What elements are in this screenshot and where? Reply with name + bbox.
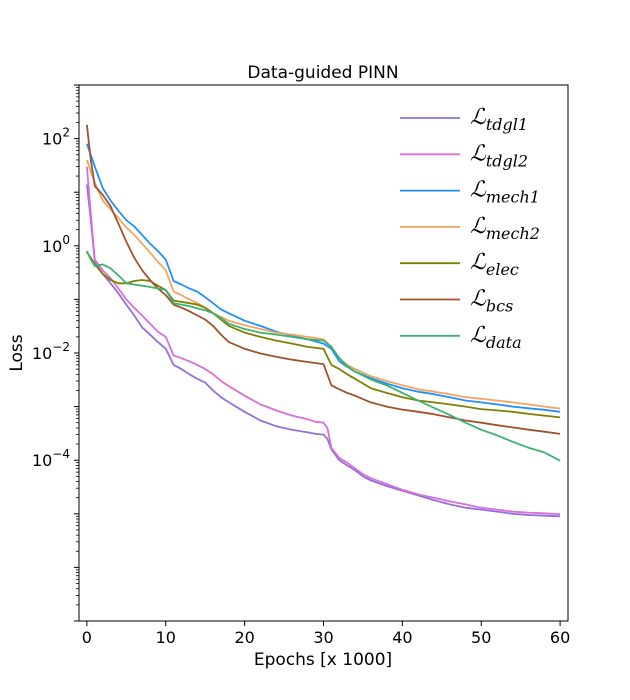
x-tick-label: 60 (550, 628, 570, 647)
x-axis-label: Epochs [x 1000] (254, 650, 392, 670)
series-line-elec (86, 251, 561, 419)
legend-entry-tdgl1: ℒtdgl1 (470, 105, 528, 134)
legend-entry-mech2: ℒmech2 (470, 214, 540, 243)
legend-entry-bcs: ℒbcs (470, 287, 513, 316)
x-tick-label: 50 (471, 628, 491, 647)
series-line-tdgl2 (86, 166, 561, 516)
legend: ℒtdgl1 ℒtdgl2 ℒmech1 ℒmech2 ℒelec ℒbcs ℒdata (400, 105, 540, 352)
y-tick-label: 10−2 (32, 340, 70, 363)
legend-entry-data: ℒdata (470, 323, 522, 352)
x-tick-label: 10 (156, 628, 176, 647)
x-tick-label: 0 (82, 628, 92, 647)
x-tick-label: 20 (234, 628, 254, 647)
chart-title: Data-guided PINN (247, 63, 398, 83)
x-axis-ticks: 0 10 20 30 40 50 60 (82, 621, 570, 647)
series-line-tdgl1 (86, 184, 561, 518)
y-axis-ticks: 102 100 10−2 10−4 (32, 84, 79, 622)
x-tick-label: 40 (392, 628, 412, 647)
series-line-mech2 (86, 159, 561, 410)
y-axis-label: Loss (7, 334, 27, 371)
y-tick-label: 100 (42, 233, 70, 256)
x-tick-label: 30 (313, 628, 333, 647)
y-tick-label: 102 (42, 126, 70, 149)
legend-entry-tdgl2: ℒtdgl2 (470, 141, 528, 170)
series-lines (86, 124, 561, 518)
series-line-bcs (86, 124, 561, 435)
series-line-mech1 (86, 143, 561, 413)
y-tick-label: 10−4 (32, 447, 70, 470)
series-line-data (86, 250, 561, 462)
legend-entry-mech1: ℒmech1 (470, 178, 540, 207)
legend-entry-elec: ℒelec (470, 250, 519, 279)
